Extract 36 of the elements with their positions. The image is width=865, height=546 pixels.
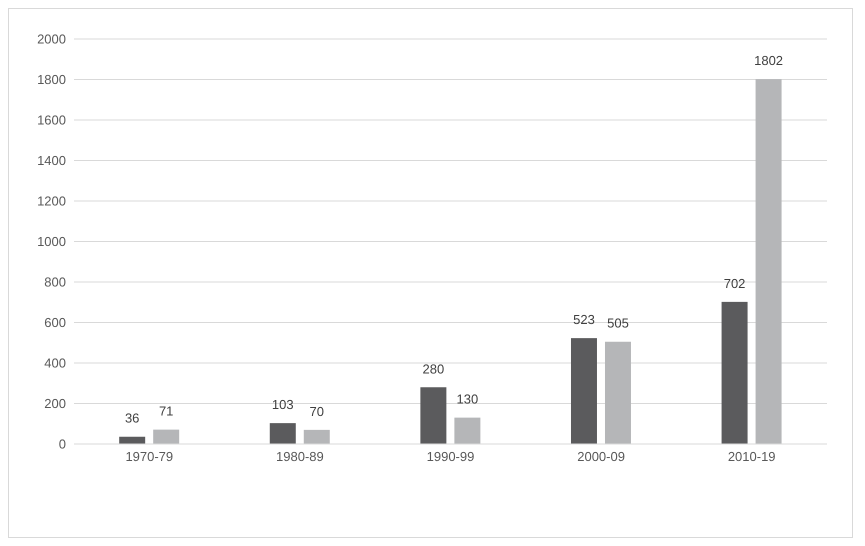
- x-tick-label: 1990-99: [426, 449, 474, 464]
- x-tick-label: 1970-79: [125, 449, 174, 464]
- data-label: 1802: [754, 53, 784, 68]
- y-tick-label: 400: [44, 356, 66, 371]
- y-tick-label: 200: [44, 396, 66, 412]
- y-tick-label: 1800: [37, 72, 66, 88]
- bar: [153, 430, 180, 444]
- bar: [756, 79, 782, 444]
- x-tick-label: 2010-19: [728, 449, 776, 464]
- data-label: 36: [124, 410, 140, 426]
- x-tick-label: 2000-09: [577, 449, 625, 464]
- y-tick-label: 600: [44, 315, 66, 330]
- bar: [304, 430, 330, 444]
- data-label: 71: [158, 404, 174, 419]
- bar: [119, 436, 146, 444]
- y-tick-label: 2000: [37, 32, 66, 47]
- data-label: 702: [724, 276, 746, 291]
- data-label: 103: [272, 397, 294, 412]
- y-tick-label: 1600: [37, 112, 66, 128]
- bar: [270, 423, 296, 444]
- data-label: 523: [573, 312, 595, 328]
- y-tick-label: 800: [44, 274, 66, 290]
- y-tick-label: 1000: [37, 234, 66, 250]
- bar: [722, 302, 748, 444]
- y-tick-label: 0: [58, 436, 66, 452]
- bar: [570, 338, 597, 444]
- bar: [454, 418, 480, 444]
- x-tick-label: 1980-89: [276, 449, 324, 464]
- data-label: 505: [607, 316, 629, 331]
- y-tick-label: 1400: [37, 153, 66, 168]
- data-label: 280: [422, 361, 444, 376]
- y-tick-label: 1200: [37, 194, 66, 209]
- bar: [420, 387, 446, 444]
- data-label: 70: [310, 404, 324, 419]
- bar: [604, 342, 631, 444]
- data-label: 130: [456, 392, 478, 407]
